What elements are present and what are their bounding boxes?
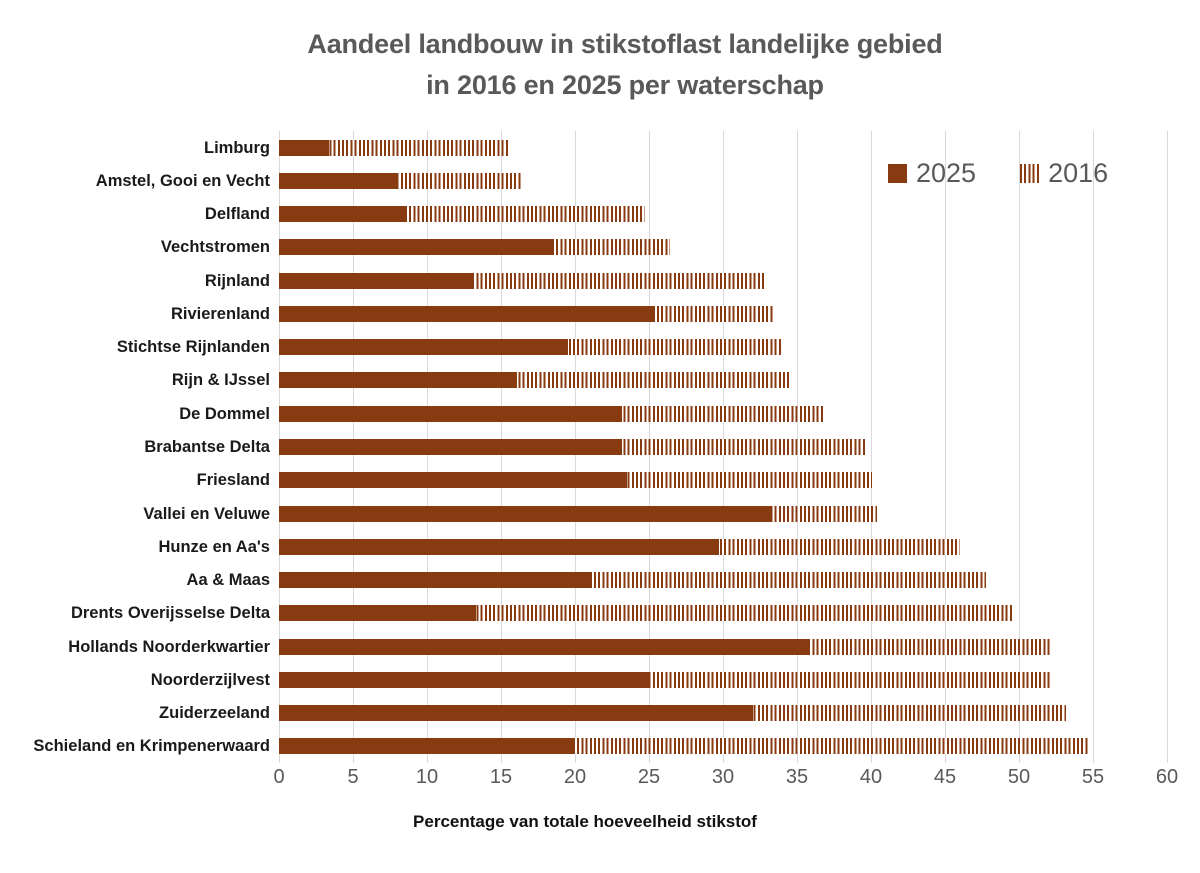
tick-label-15: 15 bbox=[489, 766, 513, 788]
bar-2025-13 bbox=[279, 572, 590, 589]
legend-label-2016: 2016 bbox=[1048, 158, 1109, 188]
gridline-45 bbox=[945, 131, 946, 763]
bar-2025-18 bbox=[279, 738, 575, 755]
category-label-13: Aa & Maas bbox=[186, 571, 270, 590]
bar-2025-3 bbox=[279, 239, 553, 256]
category-label-1: Amstel, Gooi en Vecht bbox=[95, 171, 270, 190]
bar-2025-6 bbox=[279, 339, 568, 356]
category-label-17: Zuiderzeeland bbox=[159, 704, 270, 723]
category-label-3: Vechtstromen bbox=[160, 238, 270, 257]
bar-2025-0 bbox=[279, 139, 330, 156]
tick-label-35: 35 bbox=[785, 766, 809, 788]
tick-label-60: 60 bbox=[1155, 766, 1179, 788]
bar-2025-2 bbox=[279, 206, 405, 223]
category-label-9: Brabantse Delta bbox=[144, 438, 270, 456]
legend: 2025 2016 bbox=[888, 158, 1108, 189]
category-label-0: Limburg bbox=[204, 138, 270, 157]
x-axis-title: Percentage van totale hoeveelheid stikst… bbox=[413, 812, 757, 831]
category-label-16: Noorderzijlvest bbox=[150, 670, 270, 689]
tick-label-10: 10 bbox=[415, 766, 439, 788]
chart-title: Aandeel landbouw in stikstoflast landeli… bbox=[0, 24, 1200, 106]
bar-2025-9 bbox=[279, 439, 623, 455]
tick-label-25: 25 bbox=[637, 766, 661, 788]
bar-2025-7 bbox=[279, 372, 518, 389]
tick-label-45: 45 bbox=[933, 766, 957, 788]
legend-label-2025: 2025 bbox=[916, 158, 977, 188]
category-label-14: Drents Overijsselse Delta bbox=[70, 604, 270, 623]
bar-2025-8 bbox=[279, 405, 623, 422]
category-label-11: Vallei en Veluwe bbox=[143, 504, 270, 523]
category-label-18: Schieland en Krimpenerwaard bbox=[33, 737, 270, 756]
category-label-4: Rijnland bbox=[204, 271, 270, 290]
category-label-8: De Dommel bbox=[179, 404, 270, 423]
bar-2025-5 bbox=[279, 305, 654, 322]
chart-title-line1: Aandeel landbouw in stikstoflast landeli… bbox=[307, 29, 943, 59]
tick-label-30: 30 bbox=[711, 766, 735, 788]
tick-label-5: 5 bbox=[347, 766, 359, 788]
bar-2025-11 bbox=[279, 505, 772, 522]
bar-2025-16 bbox=[279, 671, 649, 688]
tick-label-40: 40 bbox=[859, 766, 883, 788]
legend-swatch-striped bbox=[1020, 164, 1040, 183]
bar-2016-0 bbox=[279, 139, 509, 156]
gridline-60 bbox=[1167, 131, 1168, 763]
bar-2025-10 bbox=[279, 472, 627, 489]
bar-2025-14 bbox=[279, 605, 476, 622]
category-label-7: Rijn & IJssel bbox=[171, 371, 270, 390]
tick-label-50: 50 bbox=[1007, 766, 1031, 788]
tick-label-20: 20 bbox=[563, 766, 587, 788]
legend-item-2016: 2016 bbox=[1020, 158, 1108, 189]
gridline-50 bbox=[1019, 131, 1020, 763]
category-label-6: Stichtse Rijnlanden bbox=[116, 338, 270, 357]
gridline-55 bbox=[1093, 131, 1094, 763]
category-label-12: Hunze en Aa's bbox=[158, 537, 270, 556]
category-label-5: Rivierenland bbox=[170, 304, 270, 323]
chart-title-line2: in 2016 en 2025 per waterschap bbox=[426, 70, 824, 100]
bar-2025-12 bbox=[279, 538, 719, 555]
bar-2025-1 bbox=[279, 172, 398, 189]
bar-2025-15 bbox=[279, 638, 811, 655]
bar-2025-17 bbox=[279, 705, 753, 722]
category-label-2: Delfland bbox=[204, 205, 270, 224]
bar-2025-4 bbox=[279, 272, 475, 289]
legend-item-2025: 2025 bbox=[888, 158, 976, 189]
category-label-15: Hollands Noorderkwartier bbox=[68, 637, 270, 656]
category-label-10: Friesland bbox=[196, 471, 270, 490]
legend-swatch-solid bbox=[888, 164, 907, 183]
plot-area bbox=[279, 131, 1168, 763]
gridline-40 bbox=[871, 131, 872, 763]
tick-label-55: 55 bbox=[1081, 766, 1105, 788]
tick-label-0: 0 bbox=[273, 766, 285, 788]
